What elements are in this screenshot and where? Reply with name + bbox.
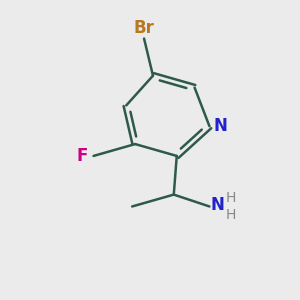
Text: N: N — [211, 196, 225, 214]
Text: Br: Br — [134, 19, 154, 37]
Text: H: H — [226, 191, 236, 205]
Text: H: H — [226, 208, 236, 222]
Text: F: F — [76, 147, 88, 165]
Text: N: N — [213, 117, 227, 135]
